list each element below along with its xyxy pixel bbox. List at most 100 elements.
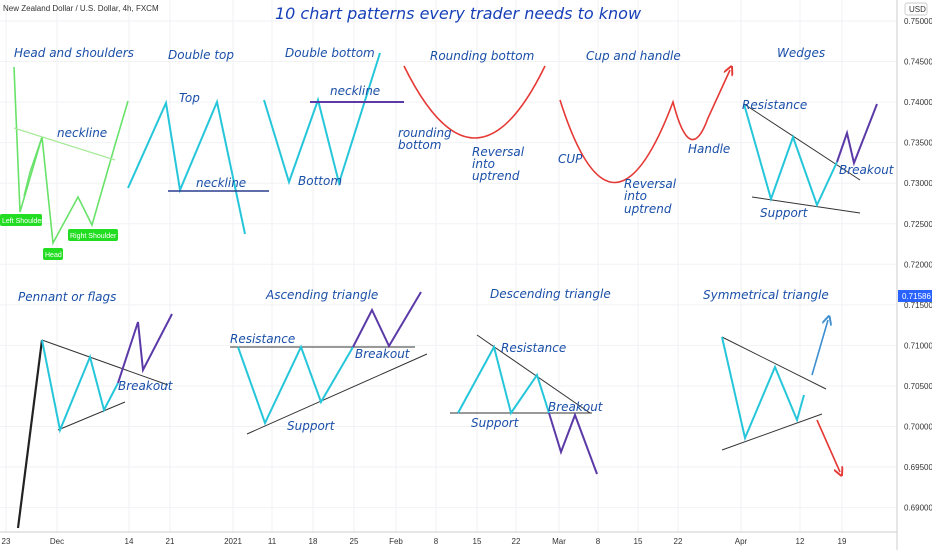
symmetrical-upper-line <box>721 336 827 390</box>
right-shoulder-badge <box>68 229 118 241</box>
cup-reversal-3: uptrend <box>624 202 672 216</box>
rounding-bottom-label-1: rounding <box>398 126 452 140</box>
price-tick-label: 0.70000 <box>904 423 932 432</box>
pennant-pole <box>16 339 44 529</box>
wedge-resistance-line <box>743 103 861 181</box>
currency-box <box>904 2 928 16</box>
hs-title: Head and shoulders <box>14 46 134 60</box>
time-tick-label: Feb <box>389 537 403 546</box>
price-tick-label: 0.73000 <box>904 179 932 188</box>
time-tick-label: 15 <box>473 537 482 546</box>
time-tick-label: 23 <box>2 537 11 546</box>
double-bottom-line <box>263 52 381 187</box>
hs-neckline-label: neckline <box>57 126 107 140</box>
ascending-resistance-label: Resistance <box>230 332 295 346</box>
wedges-title: Wedges <box>777 46 825 60</box>
hs-rally-line <box>23 136 43 197</box>
right-shoulder-text: Right Shoulder <box>70 233 117 240</box>
descending-support-label: Support <box>471 416 520 430</box>
pennant-upper-line <box>41 339 169 386</box>
wedge-breakout-line <box>836 103 878 167</box>
price-tick-label: 0.72000 <box>904 260 932 269</box>
rounding-reversal-3: uptrend <box>472 169 520 183</box>
descending-resistance-label: Resistance <box>501 341 566 355</box>
rounding-reversal-1: Reversal <box>472 145 525 159</box>
time-tick-label: 21 <box>166 537 175 546</box>
descending-price-line <box>457 344 550 416</box>
pattern-rounding-bottom: Rounding bottom rounding bottom Reversal… <box>398 49 546 183</box>
time-tick-label: 8 <box>434 537 439 546</box>
pennant-price-line <box>41 339 119 434</box>
cup-label: CUP <box>558 152 583 166</box>
time-tick-label: 2021 <box>224 537 242 546</box>
double-bottom-neckline-label: neckline <box>330 84 380 98</box>
time-tick-label: 22 <box>674 537 683 546</box>
pattern-cup-and-handle: Cup and handle CUP Reversal into uptrend… <box>558 49 730 216</box>
pattern-ascending-triangle: Ascending triangle Resistance Breakout S… <box>230 288 428 435</box>
cup-curve <box>559 70 730 184</box>
price-tick-label: 0.74500 <box>904 58 932 67</box>
double-top-top-label: Top <box>179 91 200 105</box>
cup-and-handle-title: Cup and handle <box>586 49 681 63</box>
price-tick-label: 0.69500 <box>904 463 932 472</box>
handle-label: Handle <box>688 142 730 156</box>
cup-reversal-2: into <box>624 189 647 203</box>
symmetrical-price-line <box>721 336 805 442</box>
symmetrical-up-arrow <box>811 320 828 376</box>
price-tick-label: 0.72500 <box>904 220 932 229</box>
pattern-double-bottom: Double bottom neckline Bottom <box>263 46 404 188</box>
symmetrical-lower-line <box>721 413 823 451</box>
rounding-bottom-title: Rounding bottom <box>430 49 534 63</box>
rounding-reversal-2: into <box>472 157 495 171</box>
symmetrical-down-arrow <box>816 419 840 472</box>
pennant-breakout-label: Breakout <box>118 379 174 393</box>
pattern-wedges: Wedges Resistance Breakout Support <box>742 46 895 220</box>
descending-resistance-line <box>476 334 591 414</box>
time-tick-label: 25 <box>350 537 359 546</box>
pattern-symmetrical-triangle: Symmetrical triangle <box>703 288 840 472</box>
ascending-title: Ascending triangle <box>265 288 378 302</box>
head-badge <box>43 248 63 260</box>
pennant-breakout-line <box>117 313 173 384</box>
ascending-support-label: Support <box>287 419 336 433</box>
descending-title: Descending triangle <box>490 287 611 301</box>
wedge-support-label: Support <box>760 206 809 220</box>
wedge-resistance-label: Resistance <box>742 98 807 112</box>
rounding-bottom-label-2: bottom <box>398 138 441 152</box>
pennant-lower-line <box>57 401 126 431</box>
price-tick-label: 0.71000 <box>904 341 932 350</box>
double-bottom-bottom-label: Bottom <box>298 174 342 188</box>
ascending-breakout-label: Breakout <box>355 347 411 361</box>
time-axis: 23 Dec 14 21 2021 11 18 25 Feb 8 15 22 Mar 8 15 22 Apr 12… <box>2 537 847 546</box>
last-price-label: 0.71586 <box>902 292 931 301</box>
pattern-pennant: Pennant or flags Breakout <box>16 290 174 529</box>
grid-lines <box>0 0 897 532</box>
wedge-breakout-label: Breakout <box>839 163 895 177</box>
double-top-line <box>127 98 246 235</box>
pattern-head-and-shoulders: Head and shoulders neckline Left Shoulde… <box>0 46 134 260</box>
time-tick-label: Dec <box>50 537 64 546</box>
price-tick-label: 0.69000 <box>904 504 932 513</box>
price-tick-label: 0.74000 <box>904 98 932 107</box>
price-axis: 0.75000 0.74500 0.74000 0.73500 0.73000 0.725… <box>904 17 932 513</box>
ascending-breakout-line <box>352 291 422 349</box>
last-price-tag <box>898 290 932 302</box>
price-tick-label: 0.73500 <box>904 139 932 148</box>
left-shoulder-text: Left Shoulder <box>2 218 44 225</box>
left-shoulder-badge <box>0 214 42 226</box>
time-tick-label: 18 <box>309 537 318 546</box>
pattern-double-top: Double top Top neckline <box>127 48 269 235</box>
time-tick-label: 14 <box>125 537 134 546</box>
time-tick-label: 11 <box>268 537 277 546</box>
time-tick-label: 12 <box>796 537 805 546</box>
rounding-bottom-curve <box>403 65 546 139</box>
chart-title: 10 chart patterns every trader needs to … <box>275 4 642 23</box>
time-tick-label: 15 <box>634 537 643 546</box>
descending-breakdown-line <box>548 412 598 475</box>
symbol-label: New Zealand Dollar / U.S. Dollar, 4h, FX… <box>3 4 159 13</box>
pennant-title: Pennant or flags <box>18 290 116 304</box>
head-text: Head <box>45 252 62 259</box>
ascending-support-line <box>246 353 428 435</box>
descending-breakout-label: Breakout <box>548 400 604 414</box>
